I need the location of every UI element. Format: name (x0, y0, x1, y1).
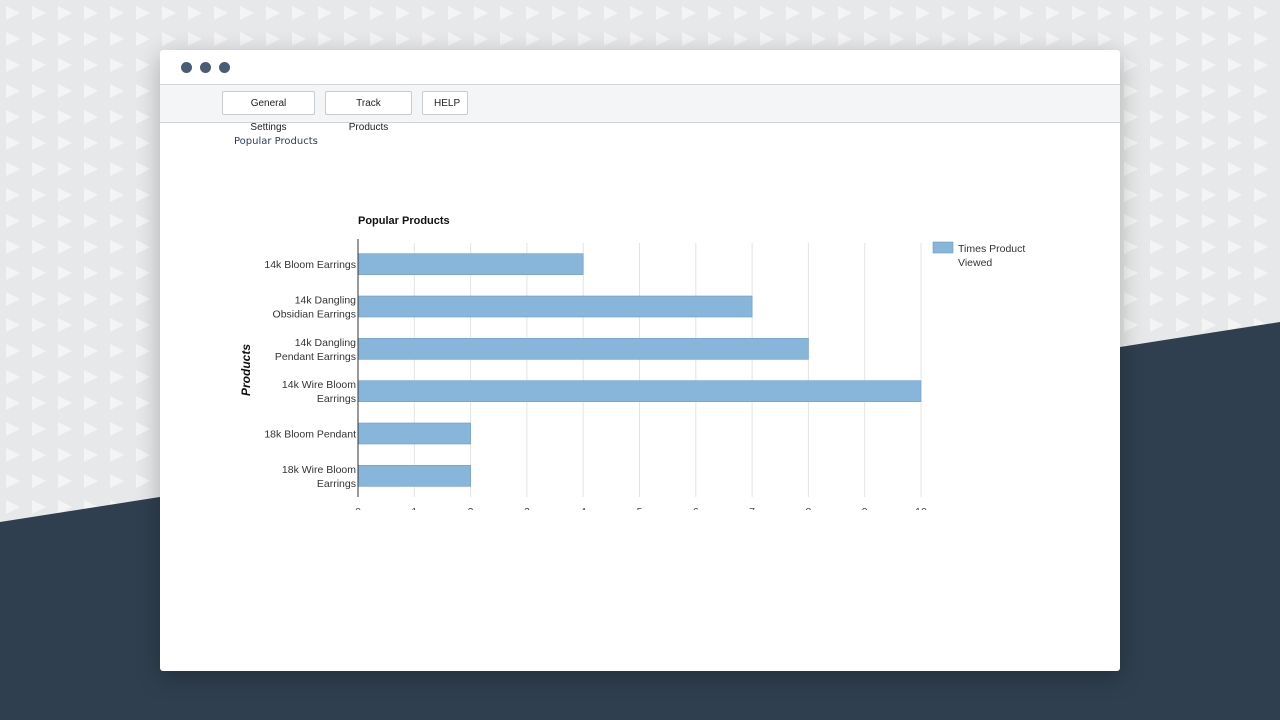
general-settings-button[interactable]: General Settings (222, 91, 315, 133)
y-category-label: 18k Bloom Pendant (264, 429, 356, 441)
x-tick-label: 8 (805, 506, 811, 510)
y-category-label: Earrings (317, 478, 356, 490)
y-category-label: 14k Dangling (295, 337, 356, 349)
window-control-dot-3[interactable] (219, 62, 230, 73)
y-category-label: Pendant Earrings (275, 351, 356, 363)
window-control-dot-1[interactable] (181, 62, 192, 73)
y-category-label: 18k Wire Bloom (282, 464, 356, 476)
legend-label: Times Product (958, 243, 1025, 255)
section-title: Popular Products (234, 136, 318, 147)
x-tick-label: 7 (749, 506, 755, 510)
x-tick-label: 4 (580, 506, 586, 510)
chart-title: Popular Products (358, 215, 450, 227)
y-category-label: 14k Bloom Earrings (264, 259, 356, 271)
window-control-dot-2[interactable] (200, 62, 211, 73)
bar (357, 253, 584, 275)
x-tick-label: 2 (468, 506, 474, 510)
x-tick-label: 3 (524, 506, 530, 510)
bar (357, 338, 809, 360)
bar (357, 380, 922, 402)
x-tick-label: 5 (637, 506, 643, 510)
app-window: General Settings Track Products HELP Pop… (160, 50, 1120, 671)
x-tick-label: 1 (411, 506, 417, 510)
help-button[interactable]: HELP (422, 91, 468, 115)
x-tick-label: 9 (862, 506, 868, 510)
y-category-label: Obsidian Earrings (273, 309, 356, 321)
x-tick-label: 0 (355, 506, 361, 510)
legend-swatch (932, 241, 954, 254)
y-category-label: 14k Dangling (295, 295, 356, 307)
popular-products-chart: Popular Products 0 1 2 3 4 5 6 7 8 9 10 14k Bloom Ea… (239, 215, 1025, 510)
y-category-label: 14k Wire Bloom (282, 379, 356, 391)
bar (357, 422, 471, 445)
x-tick-label: 6 (693, 506, 699, 510)
window-titlebar (160, 50, 1120, 84)
y-axis-title: Products (239, 344, 253, 396)
toolbar: General Settings Track Products HELP (160, 84, 1120, 133)
x-tick-label: 10 (915, 506, 927, 510)
bar (357, 465, 471, 487)
y-category-label: Earrings (317, 393, 356, 405)
track-products-button[interactable]: Track Products (325, 91, 412, 133)
bar (357, 295, 753, 318)
legend-label: Viewed (958, 257, 992, 269)
